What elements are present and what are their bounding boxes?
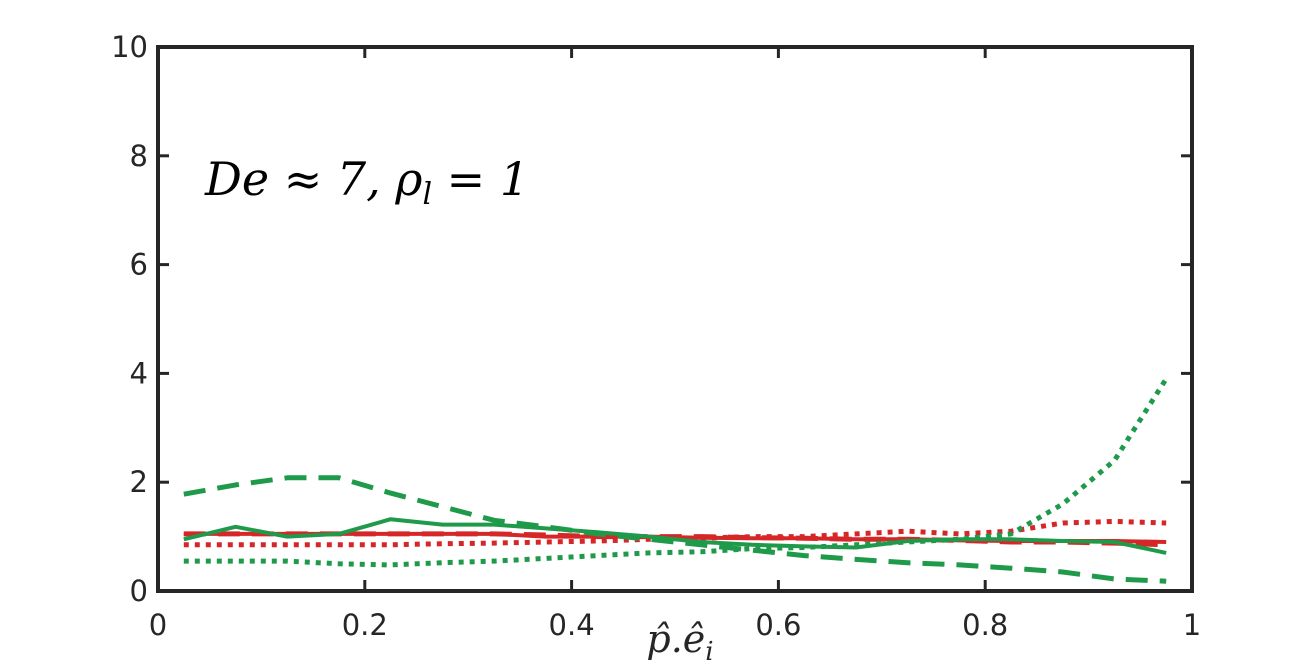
x-tick-label: 0.6	[755, 608, 801, 642]
y-tick-label: 8	[130, 139, 148, 173]
series-layer	[183, 377, 1169, 584]
x-axis-label: p̂.êi	[646, 617, 713, 664]
y-tick-label: 2	[130, 465, 148, 499]
series-red-dotted-line	[183, 518, 1167, 548]
series-red-dashed-line	[183, 531, 1167, 548]
y-tick-label: 4	[130, 356, 148, 390]
chart-annotation: De ≈ 7, ρl = 1	[204, 152, 529, 212]
series-green-solid-line	[183, 517, 1167, 555]
x-tick-label: 0.2	[342, 608, 388, 642]
plot-frame	[156, 45, 1194, 593]
y-tick-label: 0	[130, 574, 148, 608]
y-tick-label: 6	[130, 248, 148, 282]
series-green-dashed-line	[183, 475, 1167, 584]
axis-ticks	[156, 45, 1194, 593]
x-tick-label: 0.4	[549, 608, 595, 642]
x-tick-label: 1	[1183, 608, 1201, 642]
x-tick-label: 0.8	[962, 608, 1008, 642]
x-tick-label: 0	[149, 608, 167, 642]
y-tick-label: 10	[111, 30, 148, 64]
